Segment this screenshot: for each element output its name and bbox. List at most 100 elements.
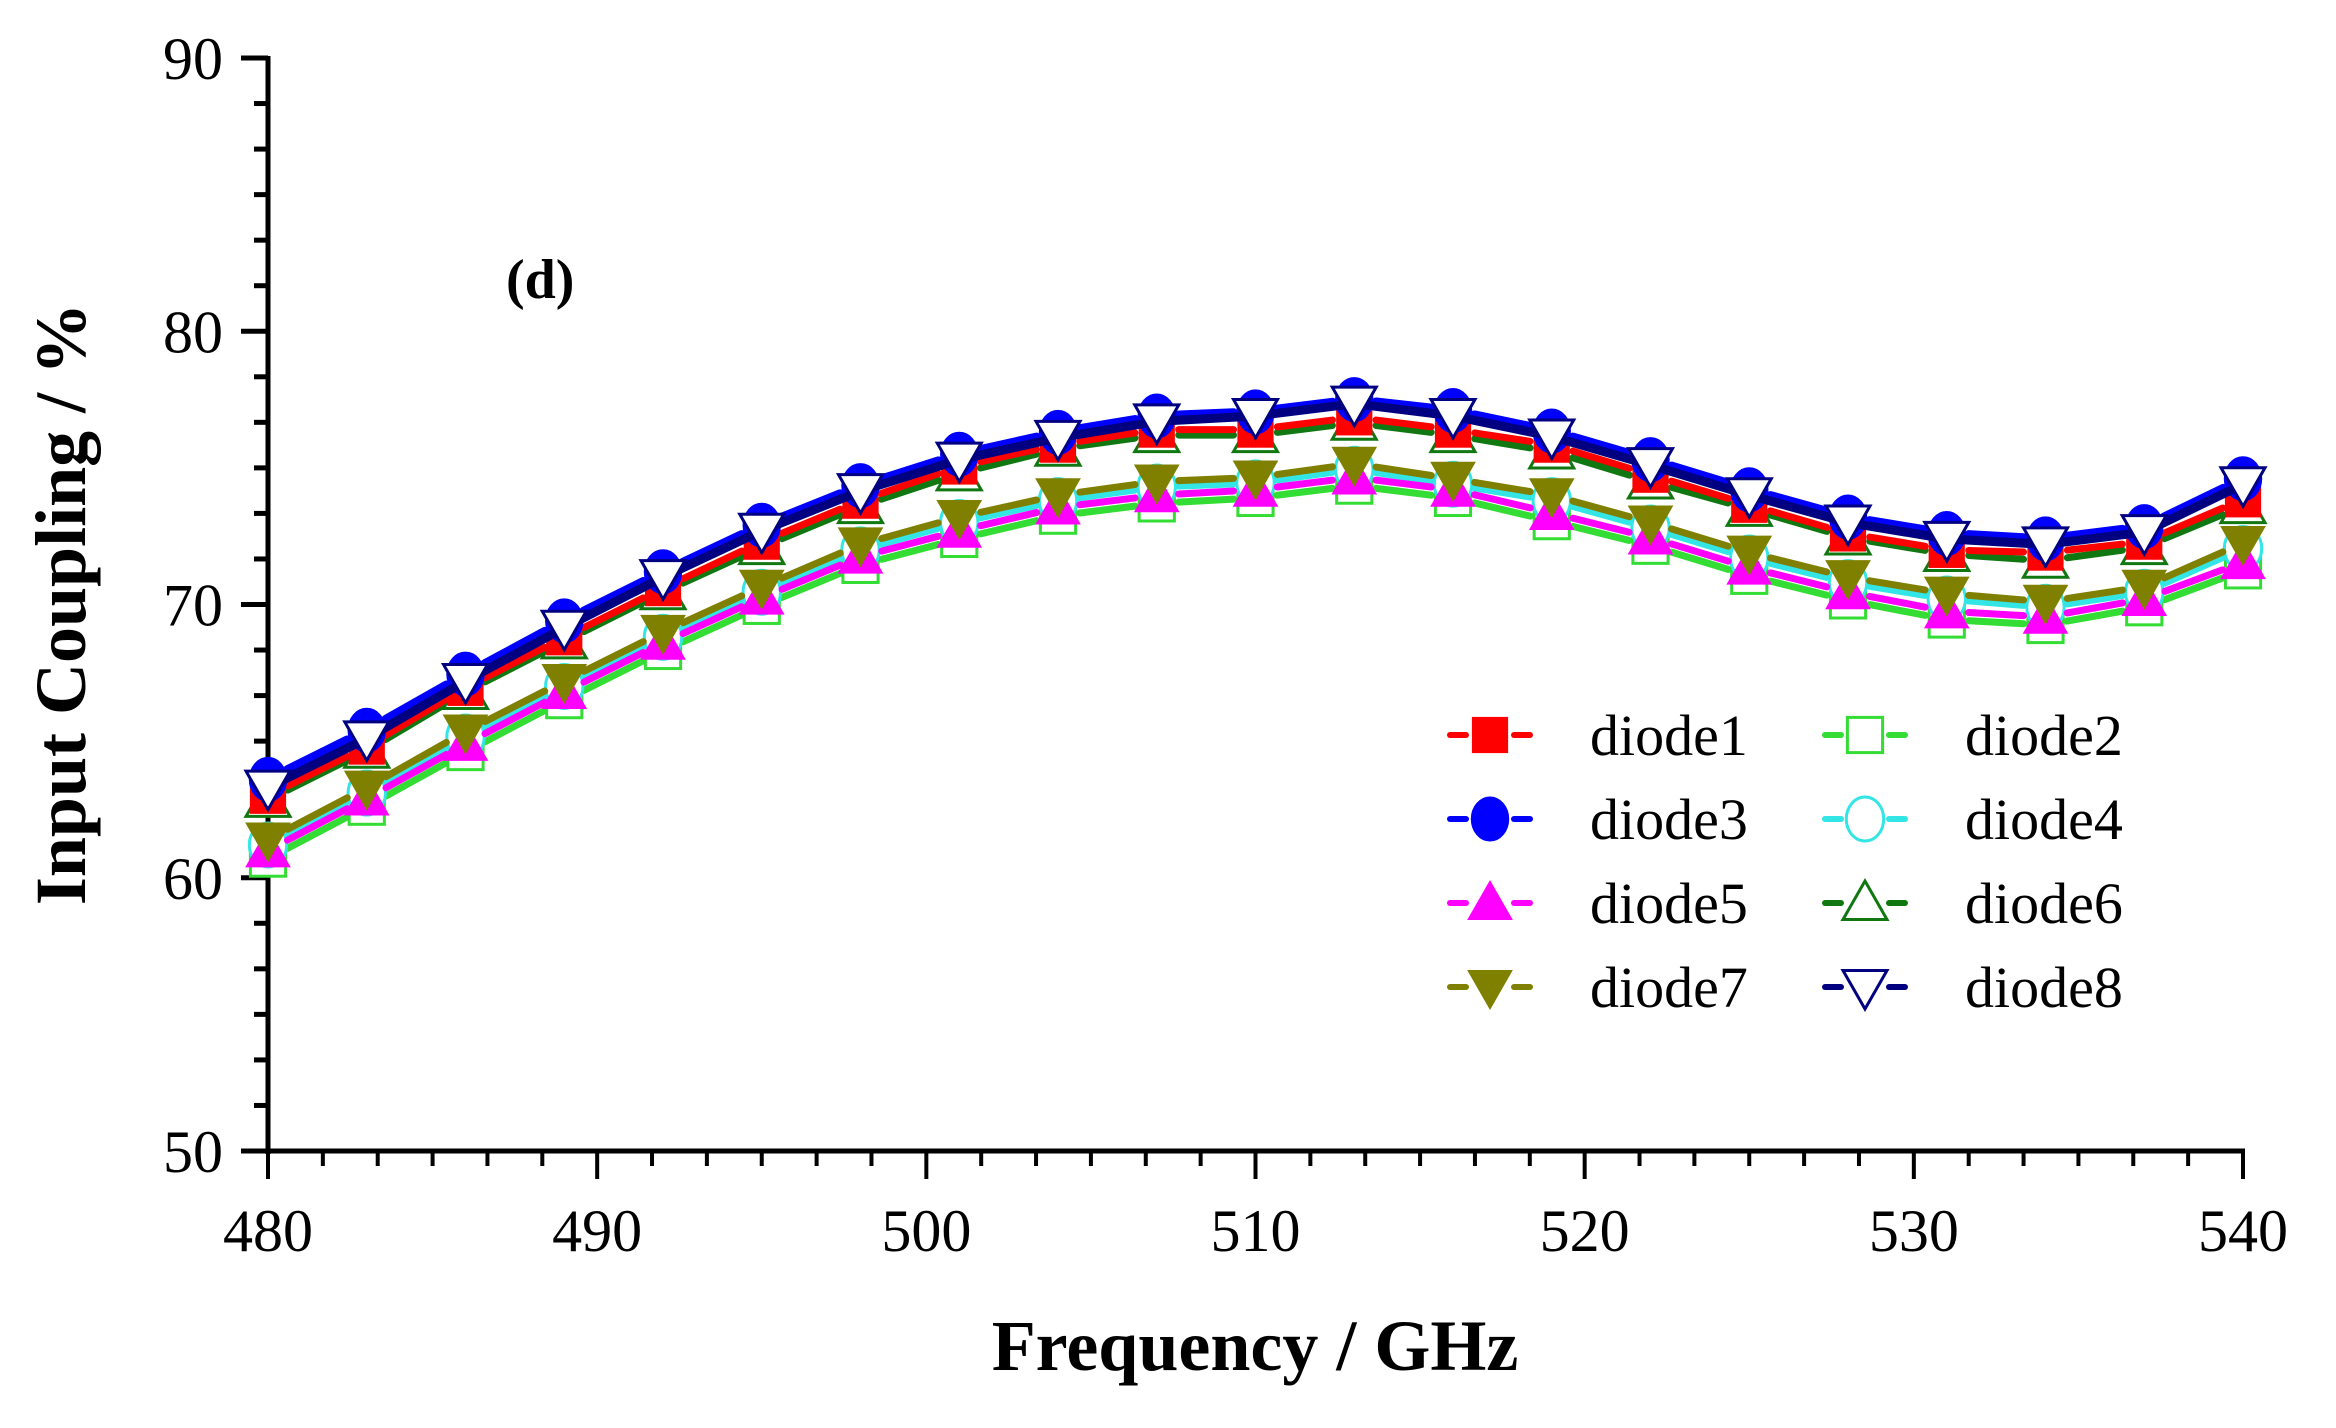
data-point xyxy=(1133,464,1180,505)
series-line-segment xyxy=(382,759,450,800)
series-line-segment xyxy=(2063,546,2126,562)
legend-item-diode3: diode3 xyxy=(1447,787,1748,852)
series-line-segment xyxy=(382,738,450,781)
series-line-segment xyxy=(778,505,844,537)
series-line-segment xyxy=(1076,502,1139,517)
series-line-segment xyxy=(1569,454,1633,479)
x-tick-label: 520 xyxy=(1540,1198,1630,1264)
series-line-segment xyxy=(1372,476,1435,491)
data-point xyxy=(1825,560,1871,601)
data-point xyxy=(245,822,291,863)
series-line-segment xyxy=(1866,592,1929,611)
series-line-segment xyxy=(1175,495,1238,506)
series-line-segment xyxy=(580,638,647,675)
data-point xyxy=(1430,461,1476,502)
x-tick-label: 510 xyxy=(1211,1198,1301,1264)
data-point xyxy=(1329,385,1379,429)
series-line-segment xyxy=(1372,416,1435,431)
y-tick-label: 70 xyxy=(163,573,223,639)
series-line-segment xyxy=(1273,484,1336,499)
data-point xyxy=(2220,526,2266,567)
series-line-segment xyxy=(878,541,942,563)
series-line-segment xyxy=(1471,484,1534,501)
series-line-segment xyxy=(977,517,1041,538)
series-line-segment xyxy=(1076,429,1139,445)
series-line-segment xyxy=(1668,540,1732,565)
series-line-segment xyxy=(1668,483,1732,507)
series-line-segment xyxy=(579,577,648,616)
series-line-segment xyxy=(679,552,746,587)
series-line-segment xyxy=(1273,468,1336,484)
data-point xyxy=(343,770,390,811)
series-line-segment xyxy=(1866,577,1929,594)
data-point xyxy=(737,512,787,556)
data-point xyxy=(738,569,785,610)
series-line-segment xyxy=(2160,504,2227,537)
series-line-segment xyxy=(481,643,549,682)
series-line-segment xyxy=(1965,597,2028,609)
series-line-segment xyxy=(678,530,747,567)
series-line-segment xyxy=(283,735,352,775)
series-line-segment xyxy=(1175,480,1238,490)
series-line-segment xyxy=(1866,533,1929,550)
series-line-segment xyxy=(777,489,845,522)
series-line-segment xyxy=(1965,551,2028,563)
legend-label: diode5 xyxy=(1590,871,1748,936)
series-line-segment xyxy=(2161,511,2227,543)
series-line-segment xyxy=(976,432,1042,454)
series-line-segment xyxy=(481,647,549,686)
legend-label: diode4 xyxy=(1965,787,2123,852)
series-line-segment xyxy=(977,501,1041,522)
series-line-segment xyxy=(2160,548,2227,582)
data-point xyxy=(1033,419,1083,463)
y-tick-label: 80 xyxy=(163,299,223,365)
legend-item-diode1: diode1 xyxy=(1447,703,1748,768)
series-line-segment xyxy=(1251,399,1359,421)
series-line-segment xyxy=(481,692,549,731)
series-line-segment xyxy=(1767,569,1831,591)
series-line-segment xyxy=(1175,487,1238,498)
series-line-segment xyxy=(1273,422,1336,436)
series-line-segment xyxy=(1174,408,1239,420)
series-line-segment xyxy=(1471,435,1534,452)
series-line-segment xyxy=(1569,514,1633,536)
series-line-segment xyxy=(877,476,942,503)
data-point xyxy=(541,664,588,705)
series-line-segment xyxy=(480,626,550,669)
data-point xyxy=(1232,460,1279,501)
data-point xyxy=(640,614,686,655)
data-point xyxy=(1035,478,1081,519)
data-point xyxy=(837,527,884,568)
series-line-segment xyxy=(1076,481,1139,496)
series-line-segment xyxy=(580,657,647,694)
legend-label: diode3 xyxy=(1590,787,1748,852)
data-point xyxy=(2022,584,2069,625)
y-tick-label: 90 xyxy=(163,26,223,92)
series-line-segment xyxy=(878,524,942,548)
legend-item-diode4: diode4 xyxy=(1822,787,2123,852)
data-point xyxy=(835,473,886,517)
series-line-segment xyxy=(2041,527,2149,549)
series-line-segment xyxy=(679,547,746,583)
series-line-segment xyxy=(2063,607,2127,625)
data-point xyxy=(2020,526,2071,570)
series-line-segment xyxy=(1843,518,1952,544)
series-line-segment xyxy=(580,643,647,681)
series-line-segment xyxy=(1767,554,1831,576)
legend-marker-triangle-down-icon xyxy=(1840,969,1890,1013)
legend-item-diode7: diode7 xyxy=(1447,955,1748,1020)
series-line-segment xyxy=(1866,582,1929,599)
x-axis-title: Frequency / GHz xyxy=(992,1306,1519,1386)
legend-marker-square-icon xyxy=(1471,716,1509,754)
data-point xyxy=(1132,403,1182,447)
legend-item-diode5: diode5 xyxy=(1447,871,1748,936)
series-line-segment xyxy=(778,561,844,593)
series-line-segment xyxy=(283,799,351,839)
series-line-segment xyxy=(1569,522,1633,544)
series-line-segment xyxy=(580,598,647,636)
legend-marker-triangle-up-icon xyxy=(1840,877,1890,921)
series-line-segment xyxy=(283,805,351,844)
series-line-segment xyxy=(954,433,1063,465)
series-line-segment xyxy=(381,680,451,724)
series-line-segment xyxy=(1866,601,1929,619)
